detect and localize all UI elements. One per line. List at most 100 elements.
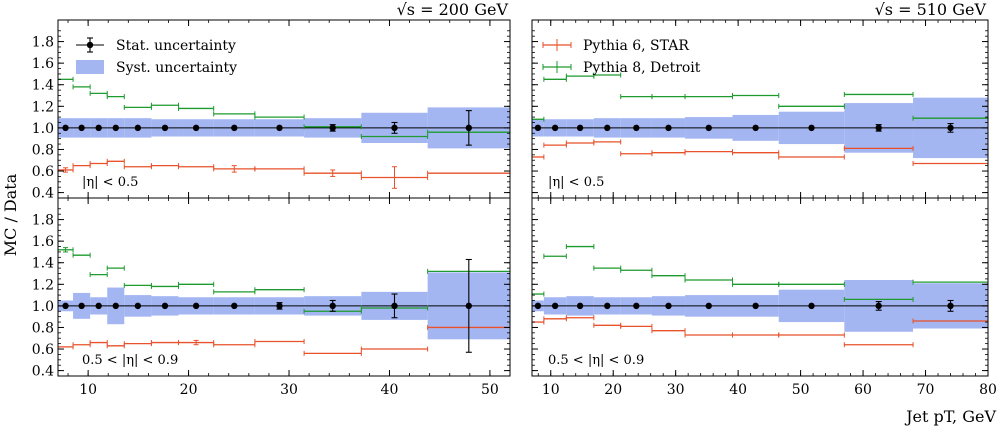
eta-region-label: |η| < 0.5 [82,175,138,190]
data-point [947,124,954,132]
y-tick-label: 0.4 [32,364,54,380]
x-tick-label: 10 [79,382,97,398]
y-tick-label: 1.0 [32,121,54,137]
y-tick-label: 1.2 [32,99,54,115]
data-point [329,302,336,310]
data-point [551,124,559,132]
data-point [465,124,473,132]
data-point [633,302,640,310]
data-point [947,302,954,310]
data-point [551,302,559,310]
data-point [465,302,473,310]
eta-region-label: 0.5 < |η| < 0.9 [548,353,644,368]
data-point [665,302,672,310]
y-tick-label: 1.8 [32,35,54,51]
data-point [329,124,336,132]
data-point [752,302,759,310]
y-tick-label: 1.8 [32,213,54,229]
plot-area [58,76,510,189]
data-point [192,124,200,132]
data-point [705,124,712,132]
y-tick-label: 1.6 [32,234,54,250]
data-point [62,302,69,310]
x-tick-label: 60 [854,382,872,398]
x-tick-label: 30 [667,382,685,398]
data-point [134,124,142,132]
legend-item-p8: Pythia 8, Detroit [542,60,701,76]
y-tick-label: 1.4 [32,78,54,94]
y-tick-label: 0.6 [32,342,54,358]
panel-4: 10 20 30 40 50 60 70 80 0.5 < |η| < 0.9 [531,197,997,398]
data-point [665,124,672,132]
y-tick-label: 0.6 [32,164,54,180]
panel-2: √s = 510 GeV |η| < 0.5 [531,0,989,199]
panel-title: √s = 510 GeV [875,0,987,19]
panel-frame [531,197,989,377]
data-point [276,302,283,310]
data-point [576,124,584,132]
data-point [604,302,611,310]
data-point [276,124,283,132]
y-tick-label: 1.6 [32,56,54,72]
data-point [231,302,238,310]
data-point [62,124,69,132]
data-point [875,124,882,132]
data-point [78,124,85,132]
data-point [875,302,882,310]
panel-1: 0.4 0.6 0.8 1.0 1.2 1.4 1.6 1.8 √s = 200 GeV |η| … [32,0,511,202]
x-tick-label: 50 [481,382,499,398]
x-tick-label: 30 [280,382,298,398]
x-tick-label: 20 [604,382,622,398]
y-tick-label: 1.2 [32,277,54,293]
data-point [633,124,640,132]
eta-region-label: 0.5 < |η| < 0.9 [82,353,178,368]
panels: 0.4 0.6 0.8 1.0 1.2 1.4 1.6 1.8 √s = 200 GeV |η| … [32,0,997,398]
legend-syst-swatch [76,60,104,74]
x-tick-label: 80 [979,382,997,398]
legend-item-p6: Pythia 6, STAR [542,38,689,54]
panel-frame [57,197,511,377]
legend-stat-marker [86,41,94,49]
data-point [391,302,398,310]
y-tick-label: 1.4 [32,256,54,272]
x-axis-label: Jet pT, GeV [904,407,996,426]
plot-area [532,244,988,348]
panel-3: 0.4 0.6 0.8 1.0 1.2 1.4 1.6 1.8 10 20 30 40 50 0.5 < … [32,197,511,398]
x-tick-label: 10 [542,382,560,398]
legend-item-stat: Stat. uncertainty [76,37,236,54]
y-tick-label: 0.8 [32,142,54,158]
x-tick-label: 40 [729,382,747,398]
data-point [78,302,85,310]
data-point [95,302,102,310]
x-tick-label: 40 [381,382,399,398]
panel-title: √s = 200 GeV [397,0,509,19]
data-point [134,302,142,310]
y-axis-label: MC / Data [1,173,20,256]
x-tick-label: 70 [917,382,935,398]
data-point [705,302,712,310]
legend-label: Stat. uncertainty [116,38,236,54]
x-tick-label: 20 [180,382,198,398]
legend-label: Syst. uncertainty [116,60,237,76]
legend-label: Pythia 8, Detroit [583,60,701,76]
plot-area [532,72,988,166]
legend-item-syst: Syst. uncertainty [76,60,237,76]
y-tick-label: 1.0 [32,299,54,315]
data-point [192,302,200,310]
data-point [161,302,169,310]
data-point [752,124,759,132]
y-tick-label: 0.4 [32,186,54,202]
data-point [604,124,611,132]
data-point [576,302,584,310]
data-point [808,302,815,310]
data-point [808,124,815,132]
data-point [231,124,238,132]
legend-label: Pythia 6, STAR [583,38,689,54]
plot-area [58,247,510,356]
data-point [161,124,169,132]
y-tick-label: 0.8 [32,320,54,336]
data-point [112,124,119,132]
data-point [95,124,102,132]
x-tick-label: 50 [792,382,810,398]
